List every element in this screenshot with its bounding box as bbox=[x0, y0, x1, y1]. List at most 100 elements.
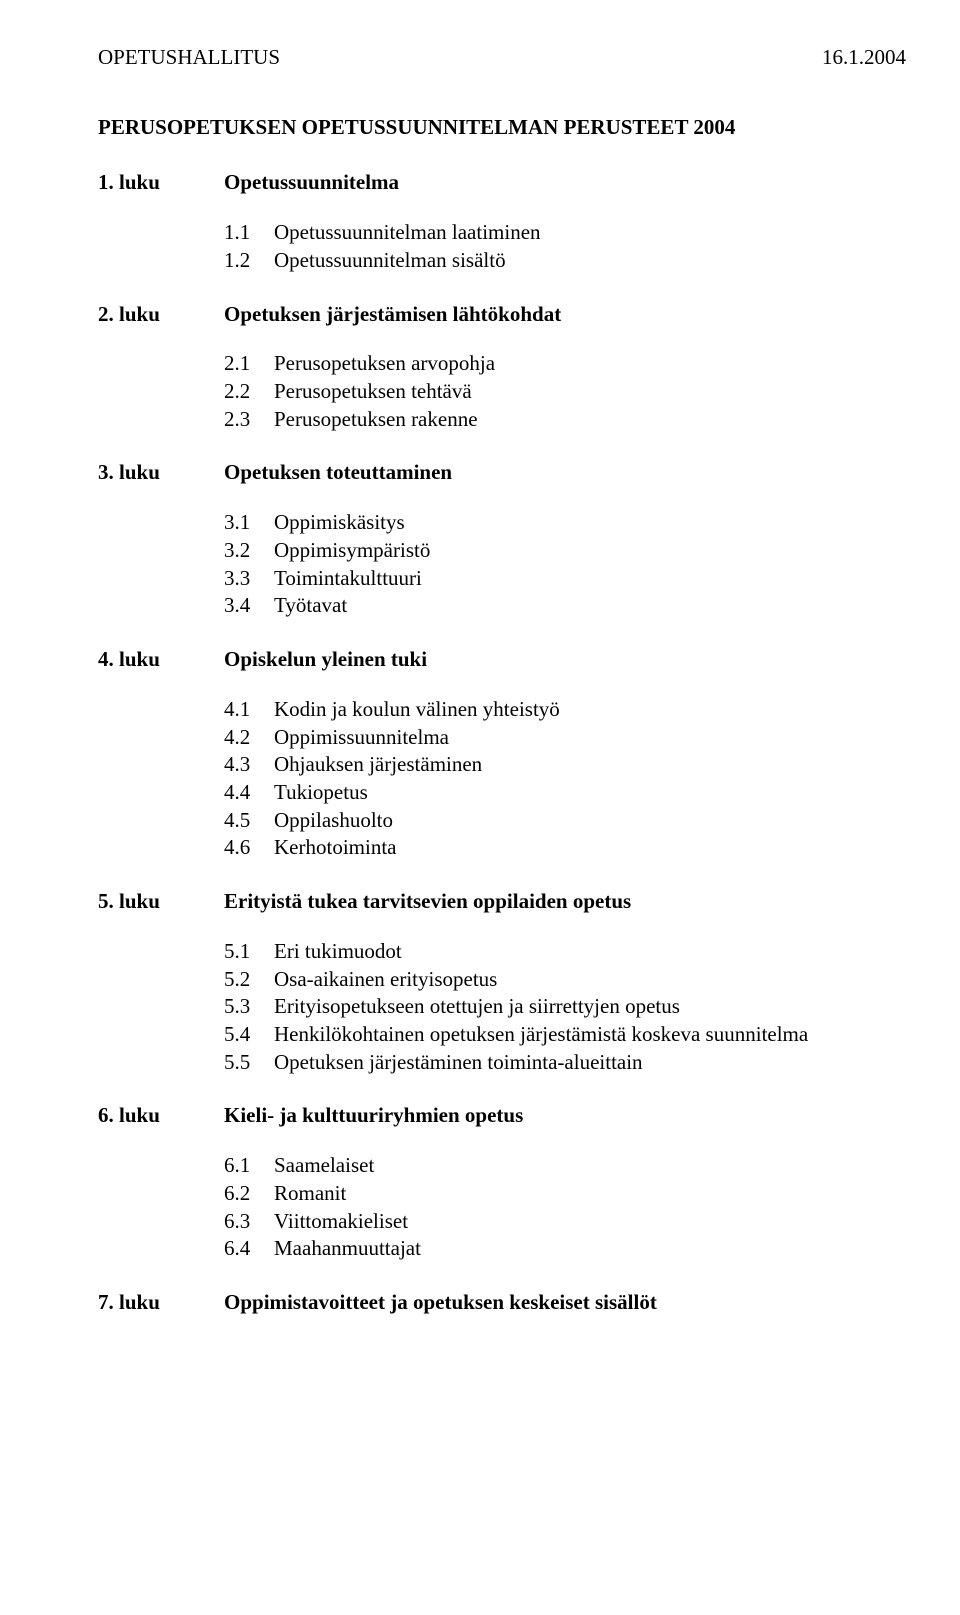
chapter-title: Opetuksen toteuttaminen bbox=[224, 459, 906, 487]
toc-item-text: Saamelaiset bbox=[274, 1152, 906, 1180]
chapter-items: 1.1Opetussuunnitelman laatiminen1.2Opetu… bbox=[224, 219, 906, 274]
chapter-label: 4. luku bbox=[98, 646, 224, 674]
chapter-title: Erityistä tukea tarvitsevien oppilaiden … bbox=[224, 888, 906, 916]
toc-item-text: Oppimiskäsitys bbox=[274, 509, 906, 537]
toc-item-text: Henkilökohtainen opetuksen järjestämistä… bbox=[274, 1021, 906, 1049]
toc-item-text: Työtavat bbox=[274, 592, 906, 620]
toc-item: 5.5Opetuksen järjestäminen toiminta-alue… bbox=[224, 1049, 906, 1077]
toc-item-text: Maahanmuuttajat bbox=[274, 1235, 906, 1263]
chapter-items: 4.1Kodin ja koulun välinen yhteistyö4.2O… bbox=[224, 696, 906, 862]
toc-item-number: 5.4 bbox=[224, 1021, 274, 1049]
chapter-title: Oppimistavoitteet ja opetuksen keskeiset… bbox=[224, 1289, 906, 1317]
chapter-heading: 6. lukuKieli- ja kulttuuriryhmien opetus bbox=[98, 1102, 906, 1130]
chapter-label: 6. luku bbox=[98, 1102, 224, 1130]
toc-item: 6.4Maahanmuuttajat bbox=[224, 1235, 906, 1263]
toc-item-number: 5.3 bbox=[224, 993, 274, 1021]
chapter-items: 5.1Eri tukimuodot5.2Osa-aikainen erityis… bbox=[224, 938, 906, 1077]
chapter-heading: 7. lukuOppimistavoitteet ja opetuksen ke… bbox=[98, 1289, 906, 1317]
toc-item-number: 5.2 bbox=[224, 966, 274, 994]
toc-item: 1.1Opetussuunnitelman laatiminen bbox=[224, 219, 906, 247]
toc-item: 3.3Toimintakulttuuri bbox=[224, 565, 906, 593]
toc-item-number: 4.3 bbox=[224, 751, 274, 779]
toc-item-text: Ohjauksen järjestäminen bbox=[274, 751, 906, 779]
toc-item: 3.2Oppimisympäristö bbox=[224, 537, 906, 565]
toc-item: 6.2Romanit bbox=[224, 1180, 906, 1208]
toc-item-number: 6.2 bbox=[224, 1180, 274, 1208]
toc-item-text: Kerhotoiminta bbox=[274, 834, 906, 862]
chapter-title: Opetussuunnitelma bbox=[224, 169, 906, 197]
chapter: 3. lukuOpetuksen toteuttaminen 3.1Oppimis… bbox=[98, 459, 906, 620]
header-row: OPETUSHALLITUS 16.1.2004 bbox=[98, 44, 906, 72]
header-date: 16.1.2004 bbox=[822, 44, 906, 72]
chapter: 7. lukuOppimistavoitteet ja opetuksen ke… bbox=[98, 1289, 906, 1317]
chapter-items: 2.1Perusopetuksen arvopohja2.2Perusopetu… bbox=[224, 350, 906, 433]
toc-item: 6.3Viittomakieliset bbox=[224, 1208, 906, 1236]
chapter-label: 3. luku bbox=[98, 459, 224, 487]
toc-item: 4.6Kerhotoiminta bbox=[224, 834, 906, 862]
toc-item-text: Tukiopetus bbox=[274, 779, 906, 807]
toc-item: 4.4Tukiopetus bbox=[224, 779, 906, 807]
toc-item: 2.3Perusopetuksen rakenne bbox=[224, 406, 906, 434]
toc-item-text: Eri tukimuodot bbox=[274, 938, 906, 966]
table-of-contents: 1. lukuOpetussuunnitelma1.1Opetussuunnit… bbox=[98, 169, 906, 1316]
chapter-label: 1. luku bbox=[98, 169, 224, 197]
chapter-heading: 5. lukuErityistä tukea tarvitsevien oppi… bbox=[98, 888, 906, 916]
document-title: PERUSOPETUKSEN OPETUSSUUNNITELMAN PERUST… bbox=[98, 114, 906, 142]
toc-item-number: 2.2 bbox=[224, 378, 274, 406]
toc-item-number: 3.1 bbox=[224, 509, 274, 537]
toc-item-text: Viittomakieliset bbox=[274, 1208, 906, 1236]
toc-item: 2.1Perusopetuksen arvopohja bbox=[224, 350, 906, 378]
chapter-label: 2. luku bbox=[98, 301, 224, 329]
toc-item: 4.5Oppilashuolto bbox=[224, 807, 906, 835]
toc-item: 5.2Osa-aikainen erityisopetus bbox=[224, 966, 906, 994]
toc-item-number: 1.2 bbox=[224, 247, 274, 275]
toc-item-text: Osa-aikainen erityisopetus bbox=[274, 966, 906, 994]
toc-item-number: 5.5 bbox=[224, 1049, 274, 1077]
toc-item-text: Toimintakulttuuri bbox=[274, 565, 906, 593]
toc-item-number: 4.2 bbox=[224, 724, 274, 752]
toc-item-number: 2.1 bbox=[224, 350, 274, 378]
toc-item-number: 6.4 bbox=[224, 1235, 274, 1263]
toc-item-number: 1.1 bbox=[224, 219, 274, 247]
toc-item-number: 5.1 bbox=[224, 938, 274, 966]
toc-item-text: Perusopetuksen arvopohja bbox=[274, 350, 906, 378]
toc-item: 4.2Oppimissuunnitelma bbox=[224, 724, 906, 752]
toc-item-number: 6.3 bbox=[224, 1208, 274, 1236]
toc-item: 5.4Henkilökohtainen opetuksen järjestämi… bbox=[224, 1021, 906, 1049]
chapter: 4. lukuOpiskelun yleinen tuki 4.1Kodin ja… bbox=[98, 646, 906, 862]
toc-item: 1.2Opetussuunnitelman sisältö bbox=[224, 247, 906, 275]
chapter-items: 6.1Saamelaiset6.2Romanit6.3Viittomakieli… bbox=[224, 1152, 906, 1263]
toc-item-number: 4.6 bbox=[224, 834, 274, 862]
toc-item-text: Oppimissuunnitelma bbox=[274, 724, 906, 752]
chapter-title: Kieli- ja kulttuuriryhmien opetus bbox=[224, 1102, 906, 1130]
chapter-heading: 1. lukuOpetussuunnitelma bbox=[98, 169, 906, 197]
toc-item-text: Romanit bbox=[274, 1180, 906, 1208]
toc-item-text: Perusopetuksen tehtävä bbox=[274, 378, 906, 406]
toc-item-number: 3.3 bbox=[224, 565, 274, 593]
toc-item-text: Opetuksen järjestäminen toiminta-alueitt… bbox=[274, 1049, 906, 1077]
chapter: 5. lukuErityistä tukea tarvitsevien oppi… bbox=[98, 888, 906, 1076]
toc-item: 3.1Oppimiskäsitys bbox=[224, 509, 906, 537]
chapter-title: Opiskelun yleinen tuki bbox=[224, 646, 906, 674]
toc-item-text: Opetussuunnitelman laatiminen bbox=[274, 219, 906, 247]
chapter-items: 3.1Oppimiskäsitys3.2Oppimisympäristö3.3T… bbox=[224, 509, 906, 620]
toc-item: 5.1Eri tukimuodot bbox=[224, 938, 906, 966]
chapter-label: 7. luku bbox=[98, 1289, 224, 1317]
toc-item-number: 4.4 bbox=[224, 779, 274, 807]
chapter-heading: 2. lukuOpetuksen järjestämisen lähtökohd… bbox=[98, 301, 906, 329]
chapter: 2. lukuOpetuksen järjestämisen lähtökohd… bbox=[98, 301, 906, 434]
toc-item-number: 4.5 bbox=[224, 807, 274, 835]
chapter-heading: 4. lukuOpiskelun yleinen tuki bbox=[98, 646, 906, 674]
toc-item-number: 3.4 bbox=[224, 592, 274, 620]
toc-item-number: 4.1 bbox=[224, 696, 274, 724]
toc-item-number: 3.2 bbox=[224, 537, 274, 565]
toc-item-number: 6.1 bbox=[224, 1152, 274, 1180]
toc-item-text: Oppilashuolto bbox=[274, 807, 906, 835]
toc-item: 2.2Perusopetuksen tehtävä bbox=[224, 378, 906, 406]
toc-item-text: Perusopetuksen rakenne bbox=[274, 406, 906, 434]
toc-item: 4.1Kodin ja koulun välinen yhteistyö bbox=[224, 696, 906, 724]
toc-item: 3.4Työtavat bbox=[224, 592, 906, 620]
toc-item-number: 2.3 bbox=[224, 406, 274, 434]
chapter-label: 5. luku bbox=[98, 888, 224, 916]
toc-item-text: Kodin ja koulun välinen yhteistyö bbox=[274, 696, 906, 724]
